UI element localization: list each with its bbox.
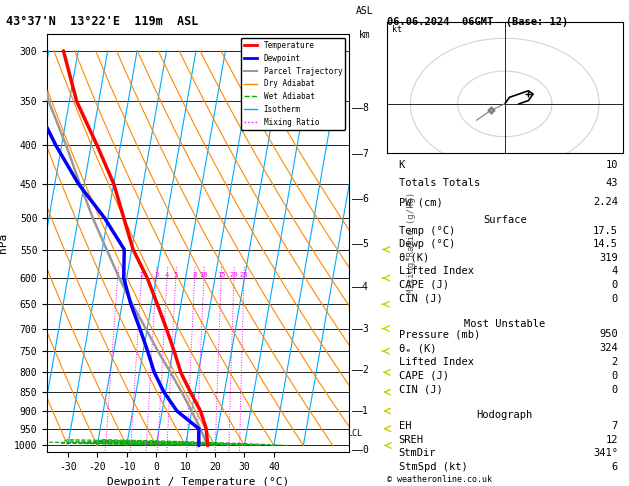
Text: 2.24: 2.24 (593, 197, 618, 207)
Text: StmSpd (kt): StmSpd (kt) (399, 462, 467, 472)
Y-axis label: hPa: hPa (0, 233, 8, 253)
Text: 43: 43 (606, 178, 618, 189)
Text: Most Unstable: Most Unstable (464, 319, 545, 329)
Text: Lifted Index: Lifted Index (399, 357, 474, 367)
Text: 7: 7 (612, 421, 618, 431)
Text: StmDir: StmDir (399, 449, 436, 458)
Text: 4: 4 (612, 266, 618, 277)
Text: km: km (359, 30, 370, 40)
Text: 10: 10 (199, 272, 208, 278)
Text: Hodograph: Hodograph (477, 410, 533, 420)
Text: 0: 0 (612, 371, 618, 381)
Text: 2: 2 (612, 357, 618, 367)
Text: 4: 4 (165, 272, 169, 278)
Text: CIN (J): CIN (J) (399, 294, 442, 304)
Text: Temp (°C): Temp (°C) (399, 226, 455, 236)
Text: 10: 10 (606, 160, 618, 170)
Text: K: K (399, 160, 405, 170)
Legend: Temperature, Dewpoint, Parcel Trajectory, Dry Adiabat, Wet Adiabat, Isotherm, Mi: Temperature, Dewpoint, Parcel Trajectory… (241, 38, 345, 130)
Text: 15: 15 (217, 272, 225, 278)
Text: 06.06.2024  06GMT  (Base: 12): 06.06.2024 06GMT (Base: 12) (387, 17, 568, 27)
Text: θₑ (K): θₑ (K) (399, 343, 436, 353)
Text: Surface: Surface (483, 215, 526, 225)
Text: 324: 324 (599, 343, 618, 353)
Text: LCL: LCL (348, 429, 363, 438)
Text: CIN (J): CIN (J) (399, 385, 442, 395)
Text: 0: 0 (362, 445, 368, 455)
Text: 12: 12 (606, 434, 618, 445)
Text: ASL: ASL (356, 6, 374, 17)
Text: 3: 3 (362, 324, 368, 334)
Text: 319: 319 (599, 253, 618, 263)
Text: 0: 0 (612, 385, 618, 395)
Text: 1: 1 (362, 406, 368, 416)
Text: 14.5: 14.5 (593, 239, 618, 249)
Text: 5: 5 (362, 239, 368, 248)
Text: 341°: 341° (593, 449, 618, 458)
Text: 950: 950 (599, 330, 618, 339)
Text: 6: 6 (612, 462, 618, 472)
Text: Totals Totals: Totals Totals (399, 178, 480, 189)
Text: CAPE (J): CAPE (J) (399, 371, 448, 381)
Text: 3: 3 (154, 272, 159, 278)
Text: 20: 20 (230, 272, 238, 278)
Text: EH: EH (399, 421, 411, 431)
Text: Lifted Index: Lifted Index (399, 266, 474, 277)
Text: 6: 6 (362, 194, 368, 205)
X-axis label: Dewpoint / Temperature (°C): Dewpoint / Temperature (°C) (107, 477, 289, 486)
Text: © weatheronline.co.uk: © weatheronline.co.uk (387, 474, 492, 484)
Text: 17.5: 17.5 (593, 226, 618, 236)
Text: SREH: SREH (399, 434, 423, 445)
Text: 0: 0 (612, 280, 618, 290)
Text: 43°37'N  13°22'E  119m  ASL: 43°37'N 13°22'E 119m ASL (6, 15, 199, 28)
Text: 5: 5 (174, 272, 178, 278)
Text: 4: 4 (362, 282, 368, 292)
Text: 8: 8 (362, 103, 368, 113)
Text: 8: 8 (192, 272, 197, 278)
Text: PW (cm): PW (cm) (399, 197, 442, 207)
Text: Pressure (mb): Pressure (mb) (399, 330, 480, 339)
Text: Mixing Ratio (g/kg): Mixing Ratio (g/kg) (408, 192, 416, 294)
Text: kt: kt (391, 25, 401, 34)
Text: 7: 7 (362, 149, 368, 159)
Text: Dewp (°C): Dewp (°C) (399, 239, 455, 249)
Text: θₑ(K): θₑ(K) (399, 253, 430, 263)
Text: 2: 2 (362, 365, 368, 375)
Text: 25: 25 (240, 272, 248, 278)
Text: 1: 1 (116, 272, 120, 278)
Text: CAPE (J): CAPE (J) (399, 280, 448, 290)
Text: 2: 2 (140, 272, 143, 278)
Text: 0: 0 (612, 294, 618, 304)
